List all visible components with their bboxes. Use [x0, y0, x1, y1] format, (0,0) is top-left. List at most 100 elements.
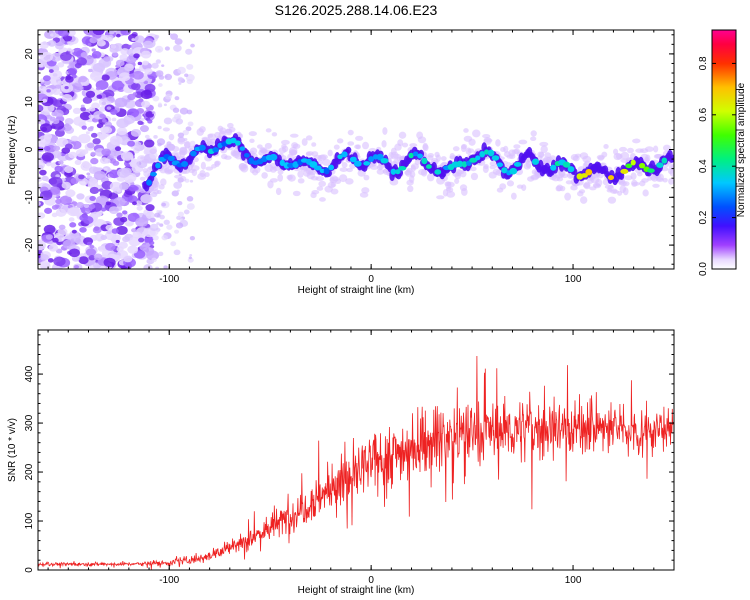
spectrogram-noise-cell [106, 95, 115, 102]
spectrogram-noise-cell [132, 201, 137, 206]
snr-x-tick-label: -100 [159, 575, 179, 586]
spectrogram-noise-cell [103, 167, 108, 171]
spectrogram-halo-cell [190, 165, 200, 171]
spectrogram-noise-cell [177, 77, 185, 83]
colorbar: 0.0 0.2 0.4 0.6 0.8 Normalized spectral ampl… [698, 29, 747, 276]
spectrogram-halo-cell [315, 176, 325, 182]
spectrogram-noise-cell [127, 245, 139, 254]
spectrogram-noise-cell [91, 50, 102, 59]
spectrogram-halo-cell [311, 189, 320, 195]
spectrogram-noise-cell [57, 62, 65, 68]
spectrogram-peak-cell [368, 156, 375, 163]
spectrogram-noise-cell [87, 43, 92, 47]
spectrogram-noise-cell [128, 236, 141, 247]
spectrogram-noise-cell [153, 134, 158, 139]
spectrogram-halo-cell [539, 141, 549, 147]
spectrogram-noise-cell [111, 228, 119, 234]
spectrogram-noise-cell [144, 134, 150, 139]
spectrogram-noise-cell [64, 143, 73, 150]
spectrogram-halo-cell [603, 143, 609, 149]
spectrogram-peak-cell [230, 137, 237, 144]
spectrogram-noise-cell [138, 237, 145, 243]
spectrogram-halo-cell [297, 178, 305, 184]
spectrogram-halo-cell [492, 168, 501, 175]
spectrogram-noise-cell [125, 222, 130, 227]
spectrogram-noise-cell [112, 254, 121, 261]
spectrogram-halo-cell [166, 141, 172, 147]
spectrogram-halo-cell [508, 153, 516, 160]
spectrogram-noise-cell [134, 141, 142, 147]
spectrogram-peak-cell [181, 160, 189, 168]
spectrogram-noise-cell [78, 256, 89, 265]
spectrogram-peak-cell [661, 157, 668, 164]
spectrogram-noise-cell [133, 78, 140, 84]
spectrogram-peak-cell [513, 162, 522, 167]
spectrogram-halo-cell [359, 192, 369, 198]
spectrogram-noise-cell [144, 139, 155, 148]
spectrogram-halo-cell [160, 178, 167, 186]
spectrogram-noise-cell [142, 60, 149, 66]
spectrogram-noise-cell [53, 145, 61, 151]
spectrogram-noise-cell [88, 255, 96, 261]
spectrogram-x-axis: -100 0 100 [47, 30, 675, 285]
spectrogram-noise-cell [104, 158, 111, 164]
spectrogram-noise-cell [76, 202, 85, 209]
spectrogram-halo-cell [289, 133, 299, 138]
spectrogram-noise-cell [136, 205, 143, 211]
spectrogram-noise-cell [68, 248, 80, 258]
spectrogram-noise-cell [68, 217, 75, 222]
spectrogram-halo-cell [249, 147, 258, 155]
spectrogram-noise-cell [163, 103, 167, 107]
spectrogram-peak-cell [190, 150, 197, 157]
snr-y-tick-label: 400 [24, 365, 35, 382]
spectrogram-halo-cell [622, 181, 630, 187]
spectrogram-halo-cell [461, 143, 468, 150]
spectrogram-noise-cell [99, 113, 105, 119]
spectrogram-noise-cell [41, 126, 48, 132]
spectrogram-noise-cell [49, 176, 63, 187]
spectrogram-noise-cell [41, 152, 55, 162]
spectrogram-halo-cell [254, 166, 261, 174]
spectrogram-noise-cell [92, 30, 105, 36]
spectrogram-halo-cell [267, 180, 274, 189]
spectrogram-noise-cell [38, 176, 43, 182]
spectrogram-halo-cell [265, 128, 272, 133]
spectrogram-halo-cell [644, 156, 650, 164]
spectrogram-noise-cell [176, 215, 182, 220]
spectrogram-halo-cell [662, 144, 671, 152]
spectrogram-halo-cell [232, 150, 241, 158]
spectrogram-halo-cell [327, 149, 333, 157]
spectrogram-peak-cell [567, 166, 575, 173]
spec-y-tick-label: -20 [24, 237, 35, 252]
spectrogram-halo-cell [452, 146, 460, 152]
spectrogram-noise-cell [115, 239, 120, 244]
spectrogram-peak-cell [625, 163, 633, 169]
spectrogram-noise-cell [112, 51, 119, 57]
snr-panel: -100 0 100 0 100 200 300 400 Height of straigh… [7, 329, 675, 596]
spectrogram-halo-cell [227, 122, 234, 129]
spectrogram-noise-cell [152, 235, 159, 241]
spectrogram-noise-cell [85, 90, 96, 98]
spectrogram-halo-cell [499, 183, 507, 190]
spectrogram-halo-cell [382, 127, 388, 135]
spectrogram-noise-cell [163, 265, 168, 269]
spectrogram-noise-cell [143, 40, 154, 49]
spectrogram-noise-cell [39, 190, 53, 201]
spectrogram-noise-cell [89, 244, 95, 249]
spectrogram-halo-cell [362, 141, 370, 150]
spectrogram-noise-cell [123, 255, 133, 263]
spectrogram-halo-cell [355, 144, 362, 150]
spectrogram-noise-cell [110, 237, 118, 243]
snr-y-axis: 0 100 200 300 400 [24, 334, 674, 573]
spectrogram-halo-cell [619, 185, 627, 194]
spectrogram-halo-cell [205, 166, 214, 171]
spectrogram-halo-cell [426, 155, 434, 161]
spectrogram-noise-cell [48, 69, 54, 73]
spectrogram-halo-cell [631, 179, 638, 187]
spectrogram-halo-cell [653, 145, 659, 153]
spectrogram-noise-cell [179, 107, 189, 115]
spectrogram-halo-cell [199, 126, 206, 133]
spectrogram-noise-cell [76, 193, 85, 200]
spectrogram-noise-cell [68, 61, 77, 67]
spectrogram-peak-cell [531, 158, 540, 165]
